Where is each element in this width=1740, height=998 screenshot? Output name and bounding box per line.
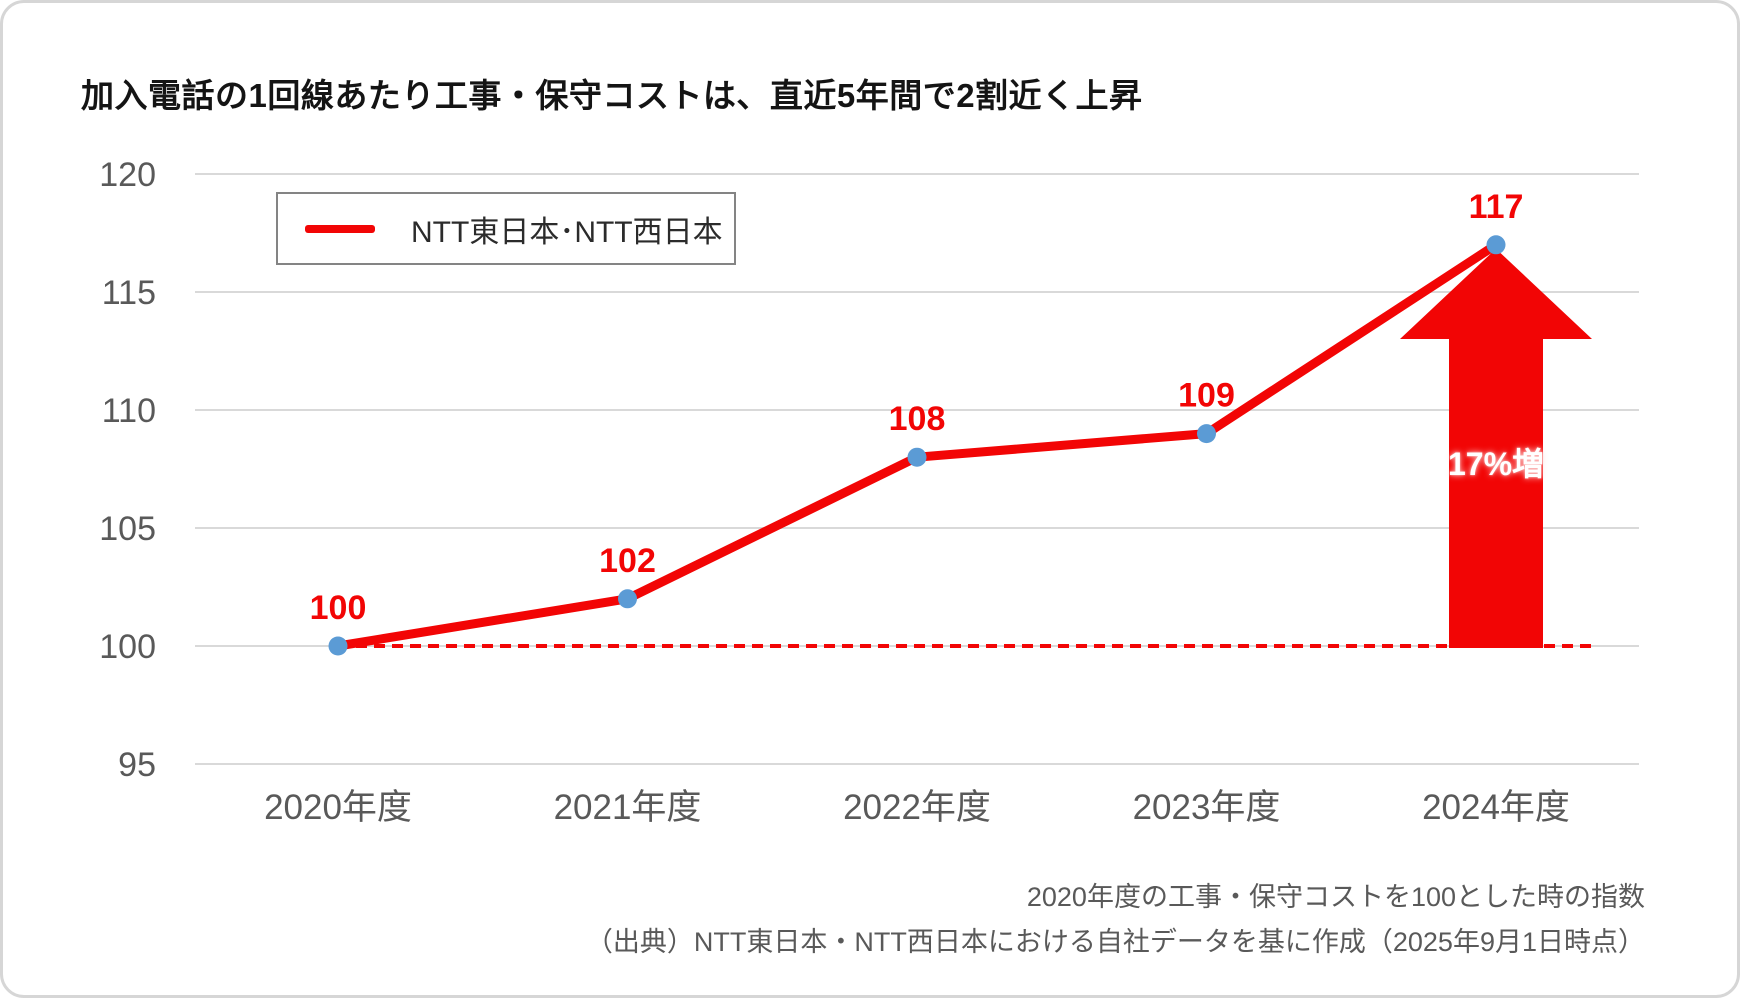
svg-text:2021年度: 2021年度 <box>554 788 702 827</box>
data-line <box>333 240 1501 651</box>
y-axis-labels: 95 100 105 110 115 120 <box>99 156 156 784</box>
svg-text:100: 100 <box>99 628 156 666</box>
svg-text:17%増: 17%増 <box>1448 446 1544 482</box>
legend: NTT東日本･NTT西日本 <box>276 192 736 265</box>
svg-text:115: 115 <box>102 274 156 312</box>
svg-text:117: 117 <box>1469 188 1524 226</box>
svg-text:2023年度: 2023年度 <box>1133 788 1281 827</box>
footnote-source-note: （出典）NTT東日本・NTT西日本における自社データを基に作成（2025年9月1… <box>585 927 1645 957</box>
line-chart: 95 100 105 110 115 120 2020年度 2021年度 2022年度 2023年… <box>99 156 1639 827</box>
legend-series-label: NTT東日本･NTT西日本 <box>411 215 723 249</box>
svg-text:105: 105 <box>99 510 156 548</box>
svg-text:2024年度: 2024年度 <box>1422 788 1570 827</box>
data-labels: 100 102 108 109 117 <box>310 188 1524 627</box>
x-axis-labels: 2020年度 2021年度 2022年度 2023年度 2024年度 <box>264 788 1570 827</box>
svg-text:2020年度: 2020年度 <box>264 788 412 827</box>
svg-text:95: 95 <box>118 746 156 784</box>
arrow-label: 17%増 <box>1448 446 1544 482</box>
svg-text:109: 109 <box>1178 377 1235 415</box>
svg-text:120: 120 <box>99 156 156 194</box>
data-points <box>328 235 1506 656</box>
svg-text:110: 110 <box>102 392 156 430</box>
page-title: 加入電話の1回線あたり工事・保守コストは、直近5年間で2割近く上昇 <box>81 77 1143 114</box>
legend-line-swatch <box>305 224 375 233</box>
svg-text:102: 102 <box>599 542 656 580</box>
svg-text:100: 100 <box>310 589 367 627</box>
svg-text:2022年度: 2022年度 <box>843 788 991 827</box>
increase-arrow <box>1400 248 1592 649</box>
svg-text:108: 108 <box>889 400 946 438</box>
footnote-index-note: 2020年度の工事・保守コストを100とした時の指数 <box>1026 882 1645 912</box>
